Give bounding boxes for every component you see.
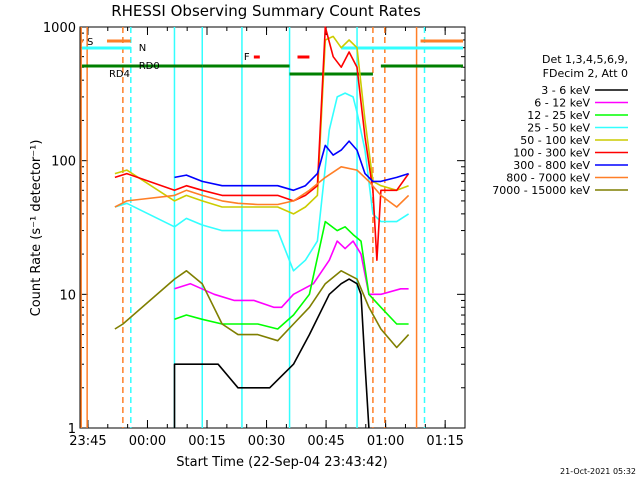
x-tick-label: 00:30 xyxy=(248,434,285,449)
legend-header-line-1: Det 1,3,4,5,6,9, xyxy=(542,53,628,66)
series-line-8 xyxy=(114,166,410,208)
series-line-9 xyxy=(114,269,410,349)
legend-label-8: 800 - 7000 keV xyxy=(506,172,590,185)
y-tick-label: 1 xyxy=(68,422,76,437)
y-tick-label: 10 xyxy=(59,288,76,303)
legend-label-4: 25 - 50 keV xyxy=(527,122,590,135)
y-tick-label: 100 xyxy=(51,155,76,170)
legend-label-7: 300 - 800 keV xyxy=(513,159,590,172)
x-tick-label: 00:15 xyxy=(188,434,225,449)
chart-title: RHESSI Observing Summary Count Rates xyxy=(111,2,421,20)
x-tick-label: 00:00 xyxy=(129,434,166,449)
plot-frame xyxy=(79,26,466,429)
series-line-3 xyxy=(174,220,409,330)
series-line-7 xyxy=(174,140,409,192)
series-line-5 xyxy=(114,35,409,215)
flag-label-s: S xyxy=(87,37,93,48)
legend-header-line-2: FDecim 2, Att 0 xyxy=(543,67,628,80)
timestamp: 21-Oct-2021 05:32 xyxy=(560,467,636,476)
flag-label-rd4: RD4 xyxy=(109,69,130,80)
x-tick-label: 00:45 xyxy=(307,434,344,449)
series-line-6 xyxy=(114,26,410,262)
legend-label-6: 100 - 300 keV xyxy=(513,147,590,160)
series-line-1 xyxy=(173,278,370,429)
y-axis-label: Count Rate (s⁻¹ detector⁻¹) xyxy=(29,140,44,317)
x-axis-label: Start Time (22-Sep-04 23:43:42) xyxy=(176,455,387,470)
legend-label-1: 3 - 6 keV xyxy=(541,84,590,97)
y-tick-label: 1000 xyxy=(43,21,76,36)
flag-label-f: F xyxy=(244,52,250,63)
x-tick-label: 01:00 xyxy=(367,434,404,449)
legend-label-5: 50 - 100 keV xyxy=(520,134,590,147)
x-tick-label: 23:45 xyxy=(69,434,106,449)
legend-label-9: 7000 - 15000 keV xyxy=(492,184,590,197)
flag-label-n: N xyxy=(139,43,146,54)
flag-label-rd0: RD0 xyxy=(139,61,160,72)
x-tick-label: 01:15 xyxy=(426,434,463,449)
series-line-2 xyxy=(174,240,409,309)
legend-label-2: 6 - 12 keV xyxy=(534,97,590,110)
legend-label-3: 12 - 25 keV xyxy=(527,109,590,122)
